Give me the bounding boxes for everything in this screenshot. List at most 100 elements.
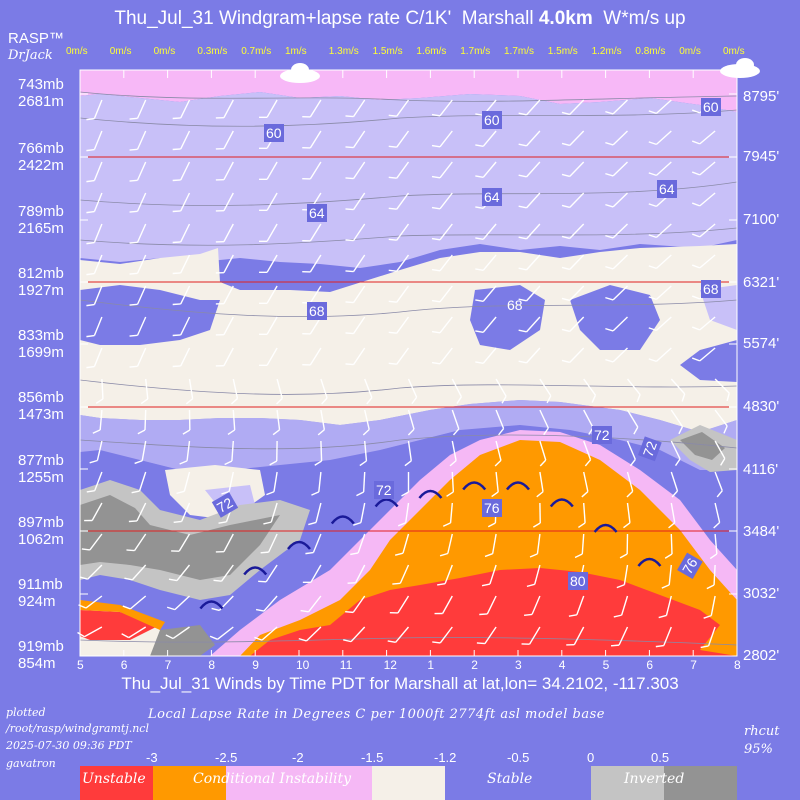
wind-barb [691,316,716,331]
wind-barb [166,595,190,611]
thermal-marker [506,481,530,491]
brand-author: DrJack [8,48,53,63]
wind-barb [259,192,278,212]
wind-barb [255,595,278,612]
wind-barb [92,409,103,434]
wind-barb [215,99,234,119]
wind-barb [568,595,585,617]
wind-barb [561,254,585,271]
wind-barb [529,533,541,558]
wind-barb [311,471,322,496]
wind-barb [300,595,322,613]
wind-barb [259,347,278,367]
legend-tick: -2 [292,750,304,765]
wind-barb [451,378,463,404]
right-label-7: 3484' [743,523,780,540]
host-label: gavatron [6,757,56,770]
wind-barb [356,471,366,497]
brand-label: RASP™ [8,30,64,47]
wind-barb [648,285,672,301]
wind-barb [709,533,718,560]
wind-barb [494,440,502,467]
left-label-3: 812mb 1927m [18,265,64,299]
wind-barb [484,533,497,558]
wind-barb [442,502,453,527]
wind-barb [518,161,541,178]
wind-barb [658,595,672,619]
contour-label: 64 [657,180,677,198]
rhcut-value: 95% [744,742,773,757]
wind-barb [129,223,147,244]
hour-label: 7 [164,658,172,672]
thermal-marker [593,523,618,533]
wind-barb [308,502,322,526]
wind-barb [523,595,541,617]
right-label-3: 6321' [743,274,780,291]
plot-timestamp: 2025-07-30 09:36 PDT [6,739,132,752]
wind-barb [259,285,278,305]
wind-barb [714,409,728,434]
wind-barb [475,285,497,303]
wind-barb [345,99,366,118]
right-label-5: 4830' [743,398,780,415]
right-label-2: 7100' [743,211,780,228]
hour-label: 12 [383,658,397,672]
x-axis-title: Thu_Jul_31 Winds by Time PDT for Marshal… [121,674,679,693]
wind-barb [388,316,410,334]
wind-barb [714,378,730,402]
wind-barb [302,99,322,118]
plotted-label: plotted [6,706,46,719]
wstar-label: 1m/s [285,46,307,57]
wind-barb [172,254,191,275]
thermal-marker [374,498,399,508]
wstar-label: 0m/s [153,46,176,57]
wind-barb [703,595,716,619]
wind-barb [121,626,147,639]
wind-barb [215,285,234,305]
wind-barb [172,192,191,213]
wind-barb [387,626,410,644]
wind-barb [648,223,672,239]
right-label-8: 3032' [743,585,780,602]
wind-barb [536,471,544,498]
wstar-label: 1.2m/s [591,46,622,57]
wind-barb [140,378,149,405]
wind-barb [345,285,366,304]
wind-barb [404,440,412,467]
right-label-9: 2802' [743,647,780,664]
wind-barb [605,316,628,332]
wind-barb [129,161,147,182]
wind-barb [129,99,147,120]
wind-barb [574,533,585,559]
hour-label: 5 [602,658,610,672]
left-label-9: 919mb 854m [18,638,64,672]
right-label-6: 4116' [743,461,779,478]
wind-barb [561,130,585,147]
wind-barb [518,347,541,364]
wind-barb [137,409,147,435]
wind-barb [475,161,497,179]
lapse-rate-field [80,70,737,656]
right-label-4: 5574' [743,335,780,352]
wind-barb [347,564,366,584]
wstar-label: 1.7m/s [460,46,491,57]
wind-barb [258,564,278,583]
wind-barb [86,99,103,121]
chart-title: Thu_Jul_31 Windgram+lapse rate C/1K' Mar… [114,8,686,29]
legend-conditional-label: Conditional Instability [193,771,352,787]
wind-barb [343,626,366,643]
wind-barb [518,285,541,302]
wind-barb [566,626,585,646]
wind-barb [431,161,453,179]
legend-tick: -0.5 [507,750,530,765]
wind-barb [616,564,629,589]
legend-neutral [372,766,445,800]
wind-barb [561,192,585,209]
wind-barb [518,223,541,240]
wstar-label: 1.3m/s [328,46,359,57]
wind-barb [215,316,234,336]
contour-label: 68 [307,302,327,320]
left-label-0: 743mb 2681m [18,76,64,110]
wind-barb [706,564,716,590]
left-label-4: 833mb 1699m [18,327,64,361]
